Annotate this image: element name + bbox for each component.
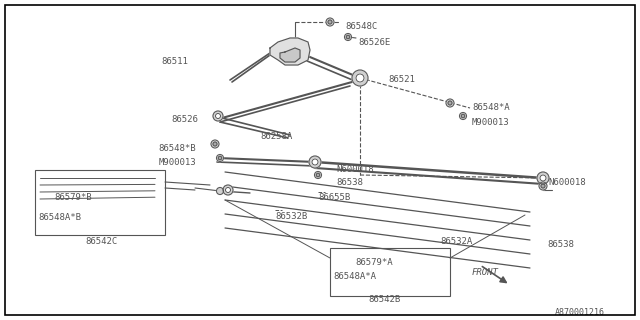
Text: M900013: M900013: [158, 158, 196, 167]
Circle shape: [328, 20, 332, 24]
Text: 86526: 86526: [171, 115, 198, 124]
Text: 86548A*A: 86548A*A: [333, 272, 376, 281]
Text: 86258A: 86258A: [260, 132, 292, 141]
Text: 86655B: 86655B: [318, 193, 350, 202]
Circle shape: [461, 114, 465, 118]
Circle shape: [356, 74, 364, 82]
Text: 86548*B: 86548*B: [158, 144, 196, 153]
Text: 86511: 86511: [161, 57, 188, 66]
Text: 86542B: 86542B: [368, 295, 400, 304]
Circle shape: [541, 184, 545, 188]
Circle shape: [211, 140, 219, 148]
Circle shape: [352, 70, 368, 86]
Text: 86548A*B: 86548A*B: [38, 213, 81, 222]
Text: A870001216: A870001216: [555, 308, 605, 317]
Circle shape: [314, 172, 321, 179]
Text: FRONT: FRONT: [472, 268, 499, 277]
Circle shape: [213, 142, 217, 146]
Circle shape: [213, 111, 223, 121]
Text: N600018: N600018: [336, 165, 374, 174]
Circle shape: [223, 185, 233, 195]
Polygon shape: [280, 48, 300, 62]
Circle shape: [309, 156, 321, 168]
Polygon shape: [270, 38, 310, 65]
Circle shape: [540, 175, 546, 181]
Circle shape: [312, 159, 318, 165]
Text: N600018: N600018: [548, 178, 586, 187]
Text: 86521: 86521: [388, 75, 415, 84]
Circle shape: [216, 114, 221, 118]
Text: 86538: 86538: [547, 240, 574, 249]
Text: M900013: M900013: [472, 118, 509, 127]
Circle shape: [346, 35, 349, 39]
Circle shape: [537, 172, 549, 184]
Bar: [35, 170, 165, 235]
Circle shape: [446, 99, 454, 107]
Text: 86532A: 86532A: [440, 237, 472, 246]
Circle shape: [216, 188, 223, 195]
Text: 86542C: 86542C: [85, 237, 117, 246]
Circle shape: [539, 182, 547, 190]
Circle shape: [344, 34, 351, 41]
Text: 86538: 86538: [336, 178, 363, 187]
Circle shape: [316, 173, 320, 177]
Circle shape: [460, 113, 467, 119]
Text: 86526E: 86526E: [358, 38, 390, 47]
Text: 86548*A: 86548*A: [472, 103, 509, 112]
Text: 86548C: 86548C: [345, 22, 377, 31]
Bar: [330, 248, 450, 296]
Text: 86579*A: 86579*A: [355, 258, 392, 267]
Text: 86532B: 86532B: [275, 212, 307, 221]
Circle shape: [218, 156, 221, 160]
Circle shape: [326, 18, 334, 26]
Circle shape: [225, 188, 230, 193]
Circle shape: [216, 155, 223, 162]
Circle shape: [448, 101, 452, 105]
Text: 86579*B: 86579*B: [54, 193, 92, 202]
